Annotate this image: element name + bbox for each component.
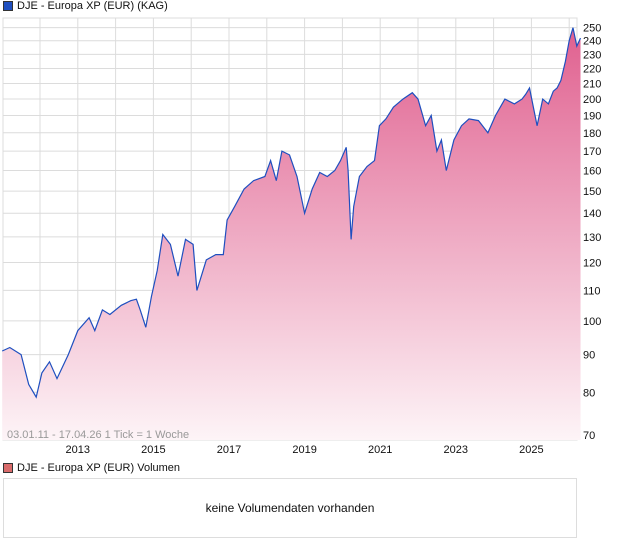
legend-label-price: DJE - Europa XP (EUR) (KAG) bbox=[17, 0, 168, 12]
x-tick-label: 2017 bbox=[217, 444, 241, 456]
y-tick-label: 70 bbox=[583, 430, 595, 442]
x-tick-label: 2019 bbox=[292, 444, 316, 456]
y-tick-label: 120 bbox=[583, 258, 601, 270]
y-tick-label: 230 bbox=[583, 49, 601, 61]
legend-label-volume: DJE - Europa XP (EUR) Volumen bbox=[17, 462, 181, 474]
volume-panel: keine Volumendaten vorhanden bbox=[3, 478, 577, 538]
date-range-label: 03.01.11 - 17.04.26 1 Tick = 1 Woche bbox=[7, 429, 189, 441]
y-tick-label: 150 bbox=[583, 186, 601, 198]
price-legend: DJE - Europa XP (EUR) (KAG) bbox=[3, 0, 168, 12]
y-tick-label: 110 bbox=[583, 285, 601, 297]
y-tick-label: 140 bbox=[583, 208, 601, 220]
y-tick-label: 160 bbox=[583, 165, 601, 177]
y-tick-label: 200 bbox=[583, 94, 601, 106]
legend-swatch-volume bbox=[3, 463, 13, 473]
y-tick-label: 180 bbox=[583, 128, 601, 140]
volume-empty-message: keine Volumendaten vorhanden bbox=[205, 501, 375, 515]
y-tick-label: 90 bbox=[583, 350, 595, 362]
y-tick-label: 240 bbox=[583, 36, 601, 48]
price-line bbox=[1, 27, 582, 399]
price-chart: 70 80 90 100 110 120 130 140 150 160 170 180 190 200 2… bbox=[1, 17, 601, 456]
x-tick-label: 2025 bbox=[519, 444, 543, 456]
x-tick-label: 2021 bbox=[368, 444, 392, 456]
price-area-fill bbox=[2, 27, 581, 440]
y-tick-label: 80 bbox=[583, 387, 595, 399]
y-tick-label: 220 bbox=[583, 64, 601, 76]
y-tick-label: 250 bbox=[583, 23, 601, 35]
y-tick-label: 170 bbox=[583, 146, 601, 158]
x-tick-label: 2013 bbox=[66, 444, 90, 456]
legend-swatch-price bbox=[3, 1, 13, 11]
x-tick-label: 2023 bbox=[444, 444, 468, 456]
y-tick-label: 210 bbox=[583, 78, 601, 90]
volume-legend: DJE - Europa XP (EUR) Volumen bbox=[3, 462, 180, 474]
y-tick-label: 100 bbox=[583, 316, 601, 328]
y-tick-label: 130 bbox=[583, 232, 601, 244]
x-tick-label: 2015 bbox=[141, 444, 165, 456]
y-tick-label: 190 bbox=[583, 110, 601, 122]
